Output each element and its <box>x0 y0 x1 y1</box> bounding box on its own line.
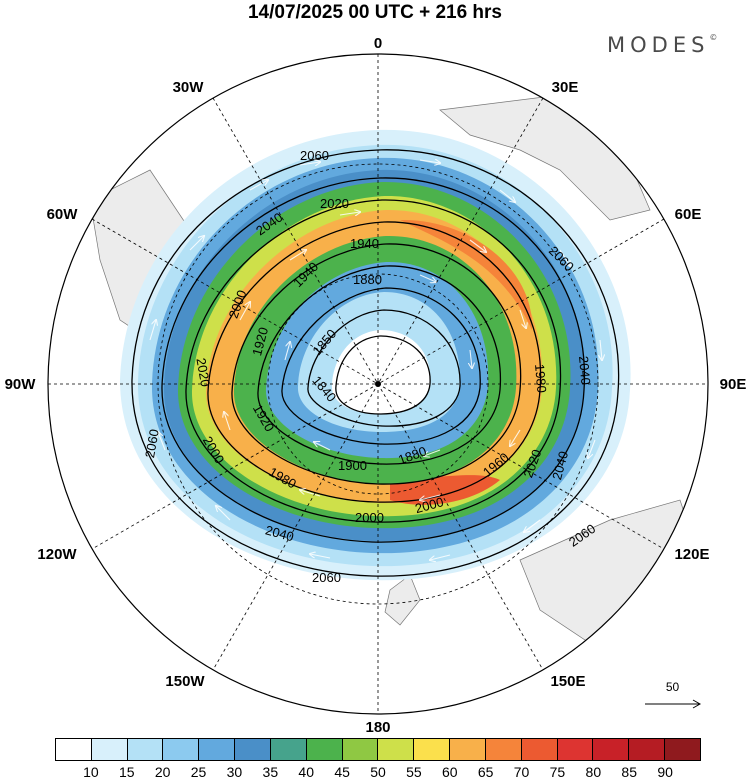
reference-arrow-icon <box>645 699 702 709</box>
lon-label-120w: 120W <box>37 546 77 563</box>
colorbar-tick-label: 20 <box>154 764 171 780</box>
colorbar-tick-label: 15 <box>118 764 135 780</box>
lon-label-120e: 120E <box>674 546 709 563</box>
colorbar-swatch <box>235 739 271 760</box>
colorbar-tick-label: 60 <box>441 764 458 780</box>
contour-label: 2060 <box>142 428 162 459</box>
contour-label: 2020 <box>320 196 349 211</box>
lon-label-180: 180 <box>365 719 390 736</box>
contour-label: 1940 <box>350 236 379 251</box>
colorbar-tick-label: 85 <box>621 764 638 780</box>
colorbar-swatch <box>127 739 164 760</box>
pole-marker <box>375 381 381 387</box>
contour-label: 2040 <box>264 522 296 544</box>
lon-label-90e: 90E <box>720 376 747 393</box>
lon-label-30w: 30W <box>173 79 205 96</box>
colorbar-swatch <box>163 739 200 760</box>
map-title: 14/07/2025 00 UTC + 216 hrs <box>247 2 503 23</box>
colorbar-labels: 10 15 20 25 30 35 40 45 50 55 60 65 70 75 80 85 90 <box>55 764 701 782</box>
lon-label-60e: 60E <box>675 206 702 223</box>
colorbar-tick-label: 35 <box>262 764 279 780</box>
contour-label: 2020 <box>193 357 213 388</box>
contour-label: 1920 <box>249 326 271 358</box>
colorbar-tick-label: 80 <box>585 764 602 780</box>
colorbar-swatch <box>306 739 343 760</box>
colorbar-swatch <box>450 739 486 760</box>
colorbar-swatch <box>629 739 666 760</box>
map-boundary <box>47 53 709 715</box>
colorbar-swatch <box>342 739 379 760</box>
colorbar-swatch <box>199 739 236 760</box>
contour-label: 2060 <box>312 570 341 585</box>
lon-label-150e: 150E <box>550 673 585 690</box>
colorbar-tick-label: 30 <box>226 764 243 780</box>
colorbar-tick-label: 50 <box>370 764 386 780</box>
colorbar-tick-label: 40 <box>298 764 315 780</box>
contour-label: 1880 <box>353 272 382 287</box>
colorbar-swatch <box>665 739 700 760</box>
contour-label: 1900 <box>338 458 367 473</box>
brand-logo: MODES© <box>607 33 718 57</box>
colorbar-swatch <box>56 739 92 760</box>
colorbar-tick-label: 10 <box>83 764 99 780</box>
wind-vectors <box>149 160 602 560</box>
colorbar-swatch <box>593 739 630 760</box>
lon-label-150w: 150W <box>165 673 205 690</box>
lon-label-0: 0 <box>374 35 382 52</box>
lon-label-60w: 60W <box>47 206 79 223</box>
colorbar <box>55 738 701 761</box>
reference-vector-label: 50 <box>665 680 680 694</box>
contour-label: 2000 <box>355 510 384 525</box>
colorbar-swatch <box>485 739 522 760</box>
colorbar-swatch <box>270 739 307 760</box>
colorbar-swatch <box>557 739 594 760</box>
colorbar-swatch <box>91 739 128 760</box>
contour-label: 2040 <box>549 450 571 482</box>
colorbar-tick-label: 65 <box>477 764 494 780</box>
lon-label-30e: 30E <box>552 79 579 96</box>
colorbar-tick-label: 75 <box>549 764 566 780</box>
contour-label: 1980 <box>532 363 549 393</box>
colorbar-tick-label: 55 <box>406 764 422 780</box>
colorbar-tick-label: 70 <box>513 764 530 780</box>
lon-label-90w: 90W <box>5 376 37 393</box>
contour-label: 2060 <box>300 148 329 163</box>
colorbar-swatch <box>378 739 415 760</box>
longitude-labels: 0 30E 60E 90E 120E 150E 180 150W 120W 90… <box>5 35 747 736</box>
colorbar-swatch <box>521 739 558 760</box>
wind-speed-shading <box>120 129 631 581</box>
reference-vector: 50 <box>640 680 705 710</box>
contour-label: 2000 <box>413 494 445 516</box>
colorbar-swatch <box>414 739 451 760</box>
colorbar-tick-label: 25 <box>190 764 207 780</box>
landmass-new-zealand <box>384 574 421 626</box>
contour-label: 2040 <box>576 355 593 385</box>
colorbar-tick-label: 90 <box>657 764 673 780</box>
colorbar-tick-label: 45 <box>334 764 350 780</box>
